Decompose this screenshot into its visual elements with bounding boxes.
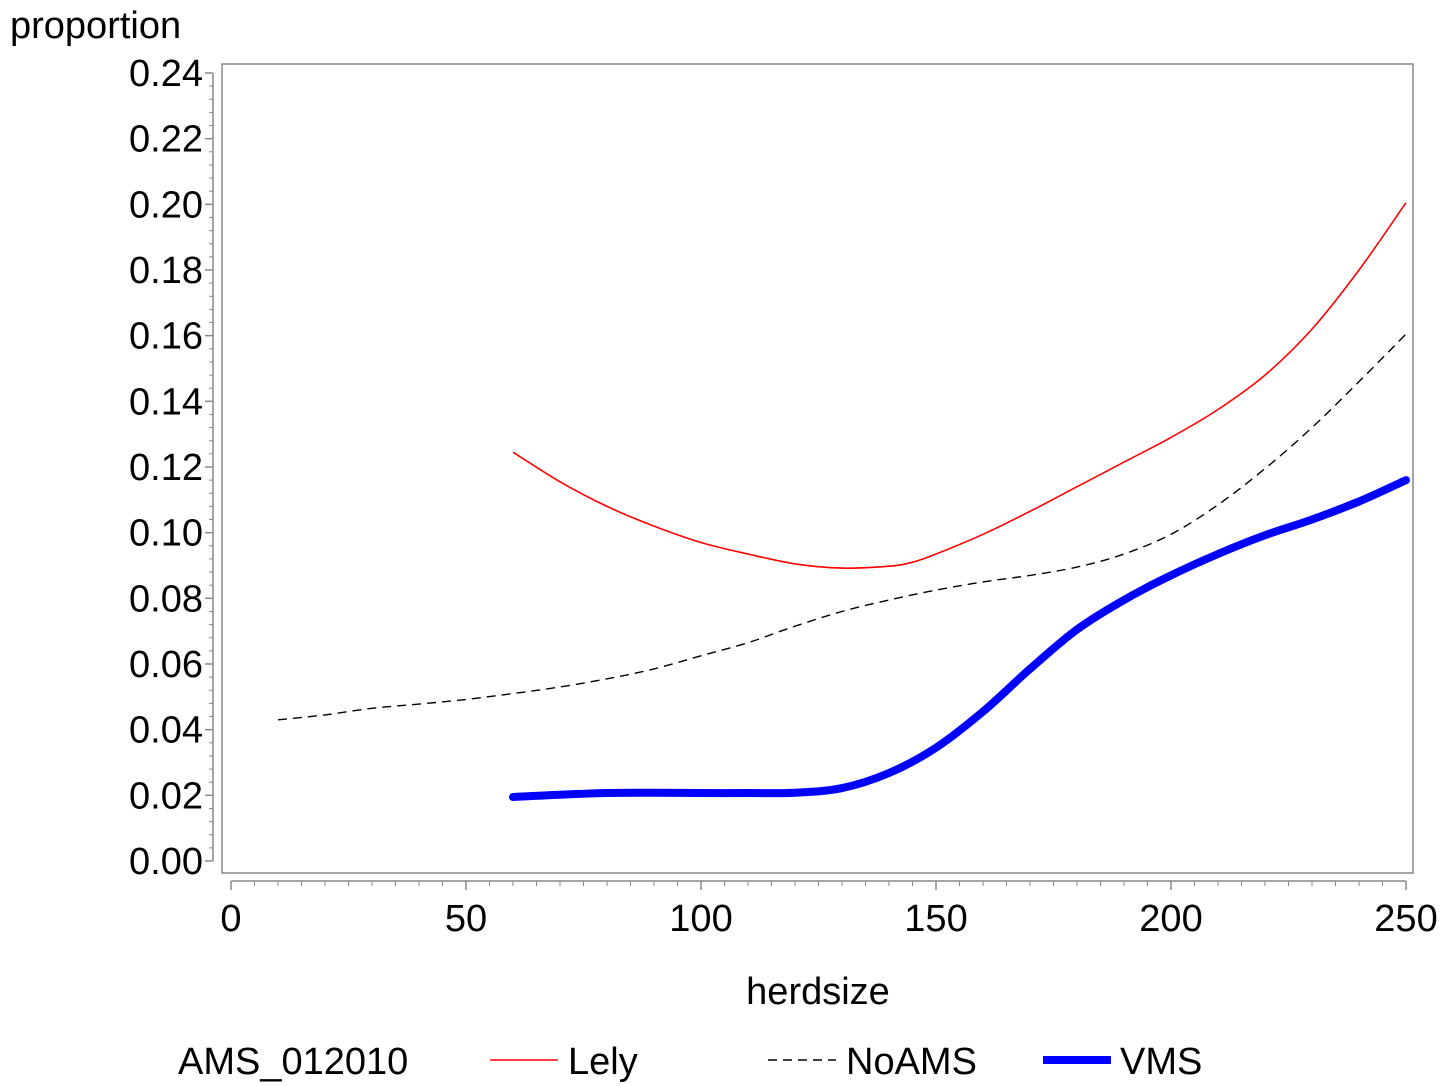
series-line-noams	[277, 333, 1407, 721]
y-tick-label: 0.00	[129, 841, 203, 883]
x-axis: 0 50 100 150 200 250	[220, 880, 1438, 940]
plot-frame	[221, 63, 1414, 874]
legend-title: AMS_012010	[178, 1041, 408, 1083]
y-tick-label: 0.22	[129, 119, 203, 161]
y-axis: 0.00 0.02 0.04 0.06 0.08 0.10 0.12 0.14 0.16 0.18…	[129, 53, 214, 883]
x-tick-label: 200	[1139, 898, 1202, 940]
y-tick-label: 0.10	[129, 513, 203, 555]
series-line-lely	[512, 202, 1407, 569]
x-tick-label: 250	[1374, 898, 1437, 940]
legend-label-noams: NoAMS	[846, 1041, 977, 1083]
y-tick-label: 0.18	[129, 250, 203, 292]
y-tick-label: 0.14	[129, 381, 203, 423]
plot-lines	[277, 202, 1410, 801]
x-axis-title: herdsize	[746, 971, 890, 1013]
legend: AMS_012010 Lely NoAMS VMS	[178, 1041, 1202, 1083]
legend-label-lely: Lely	[568, 1041, 638, 1083]
x-tick-label: 0	[220, 898, 241, 940]
y-tick-label: 0.04	[129, 710, 203, 752]
x-tick-label: 50	[445, 898, 487, 940]
y-axis-title: proportion	[10, 5, 181, 47]
y-tick-label: 0.08	[129, 578, 203, 620]
y-tick-label: 0.06	[129, 644, 203, 686]
y-tick-label: 0.02	[129, 775, 203, 817]
legend-label-vms: VMS	[1120, 1041, 1202, 1083]
series-line-vms	[509, 476, 1410, 801]
x-tick-label: 150	[904, 898, 967, 940]
y-tick-label: 0.20	[129, 184, 203, 226]
y-tick-label: 0.24	[129, 53, 203, 95]
x-tick-label: 100	[669, 898, 732, 940]
y-tick-label: 0.12	[129, 447, 203, 489]
y-tick-label: 0.16	[129, 316, 203, 358]
legend-items: Lely NoAMS VMS	[490, 1041, 1202, 1083]
